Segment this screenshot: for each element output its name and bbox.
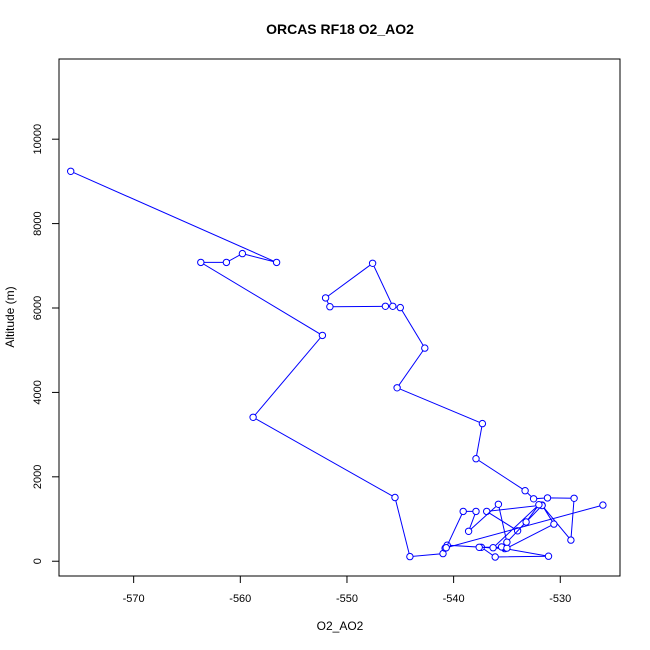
data-point [529,495,538,503]
data-point [521,487,529,495]
data-point [544,552,553,560]
y-tick-label: 10000 [32,124,44,155]
x-axis-label: O2_AO2 [317,619,364,633]
data-point [483,507,491,516]
data-point [272,258,281,267]
data-point [599,501,607,509]
data-point [381,302,390,310]
y-tick-label: 8000 [32,211,44,235]
data-point [472,455,480,463]
data-point [396,303,404,312]
data-point [464,527,473,535]
data-point [535,501,543,509]
data-point [393,384,401,392]
data-point [472,507,480,516]
data-point [489,544,497,552]
x-tick-label: -560 [229,593,251,605]
x-tick-label: -530 [549,593,571,605]
data-point [522,518,530,526]
y-tick-label: 6000 [32,296,44,320]
chart-title: ORCAS RF18 O2_AO2 [266,21,414,37]
data-point [391,493,399,502]
data-point [368,259,377,267]
data-point [249,413,257,421]
x-tick-label: -570 [123,593,145,605]
data-point [389,302,397,310]
data-point [503,538,511,546]
data-point [570,494,578,502]
x-tick-label: -540 [443,593,465,605]
data-point [478,419,487,428]
data-point [494,500,503,508]
data-point [459,507,467,516]
data-point [197,258,205,267]
data-point [238,249,247,258]
data-point [326,303,334,311]
y-tick-label: 0 [32,558,44,564]
data-point [321,294,330,302]
data-point [491,553,499,561]
data-point [550,520,558,528]
data-point [475,543,483,551]
data-point [442,544,450,552]
data-point [318,331,327,340]
series-layer [67,167,607,561]
data-point [222,258,231,267]
data-point [567,536,575,544]
plot-frame [58,58,621,577]
y-tick-label: 2000 [32,465,44,489]
x-axis: -570 -560 -550 -540 -530 [123,576,571,605]
y-tick-label: 4000 [32,380,44,404]
data-point [421,344,429,352]
data-point [543,494,552,502]
data-point [67,167,75,176]
y-axis: 0 2000 4000 6000 8000 10000 [32,124,59,564]
x-tick-label: -550 [336,593,358,605]
data-point [406,552,414,561]
y-axis-label: Altitude (m) [3,286,17,347]
